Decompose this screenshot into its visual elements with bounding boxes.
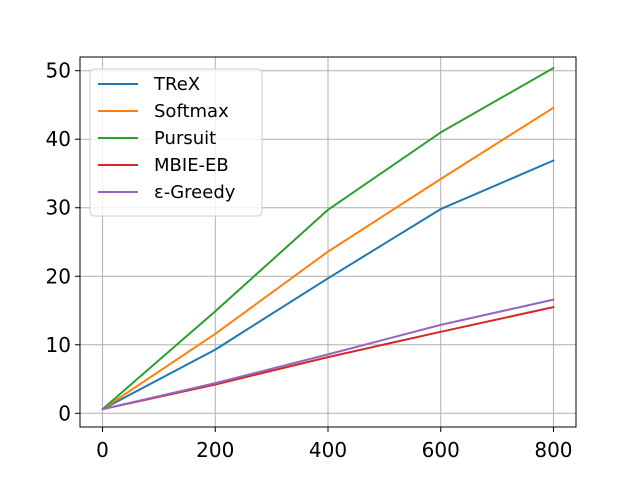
series-lines (101, 67, 555, 411)
legend: TReX Softmax Pursuit MBIE-EB ε-Greedy (89, 68, 263, 217)
axis-ticks: 0 200 400 600 800 0 10 20 30 40 50 (46, 59, 573, 462)
y-tick-label: 0 (58, 401, 71, 425)
y-tick-label: 50 (46, 59, 71, 83)
series-line-4 (101, 298, 555, 411)
y-tick-label: 20 (46, 264, 71, 288)
series-line-2 (101, 67, 555, 411)
legend-label: Pursuit (154, 128, 216, 149)
series-line-0 (101, 159, 555, 411)
legend-box (89, 68, 263, 217)
legend-label: Softmax (154, 101, 229, 122)
x-tick-label: 800 (534, 438, 572, 462)
y-tick-label: 30 (46, 196, 71, 220)
series-line-1 (101, 106, 555, 411)
x-tick-label: 200 (196, 438, 234, 462)
y-tick-label: 10 (46, 333, 71, 357)
x-tick-label: 400 (309, 438, 347, 462)
legend-label: ε-Greedy (154, 182, 236, 203)
legend-label: MBIE-EB (154, 155, 229, 176)
y-tick-label: 40 (46, 127, 71, 151)
x-tick-label: 600 (422, 438, 460, 462)
legend-label: TReX (153, 74, 200, 95)
x-tick-label: 0 (96, 438, 109, 462)
